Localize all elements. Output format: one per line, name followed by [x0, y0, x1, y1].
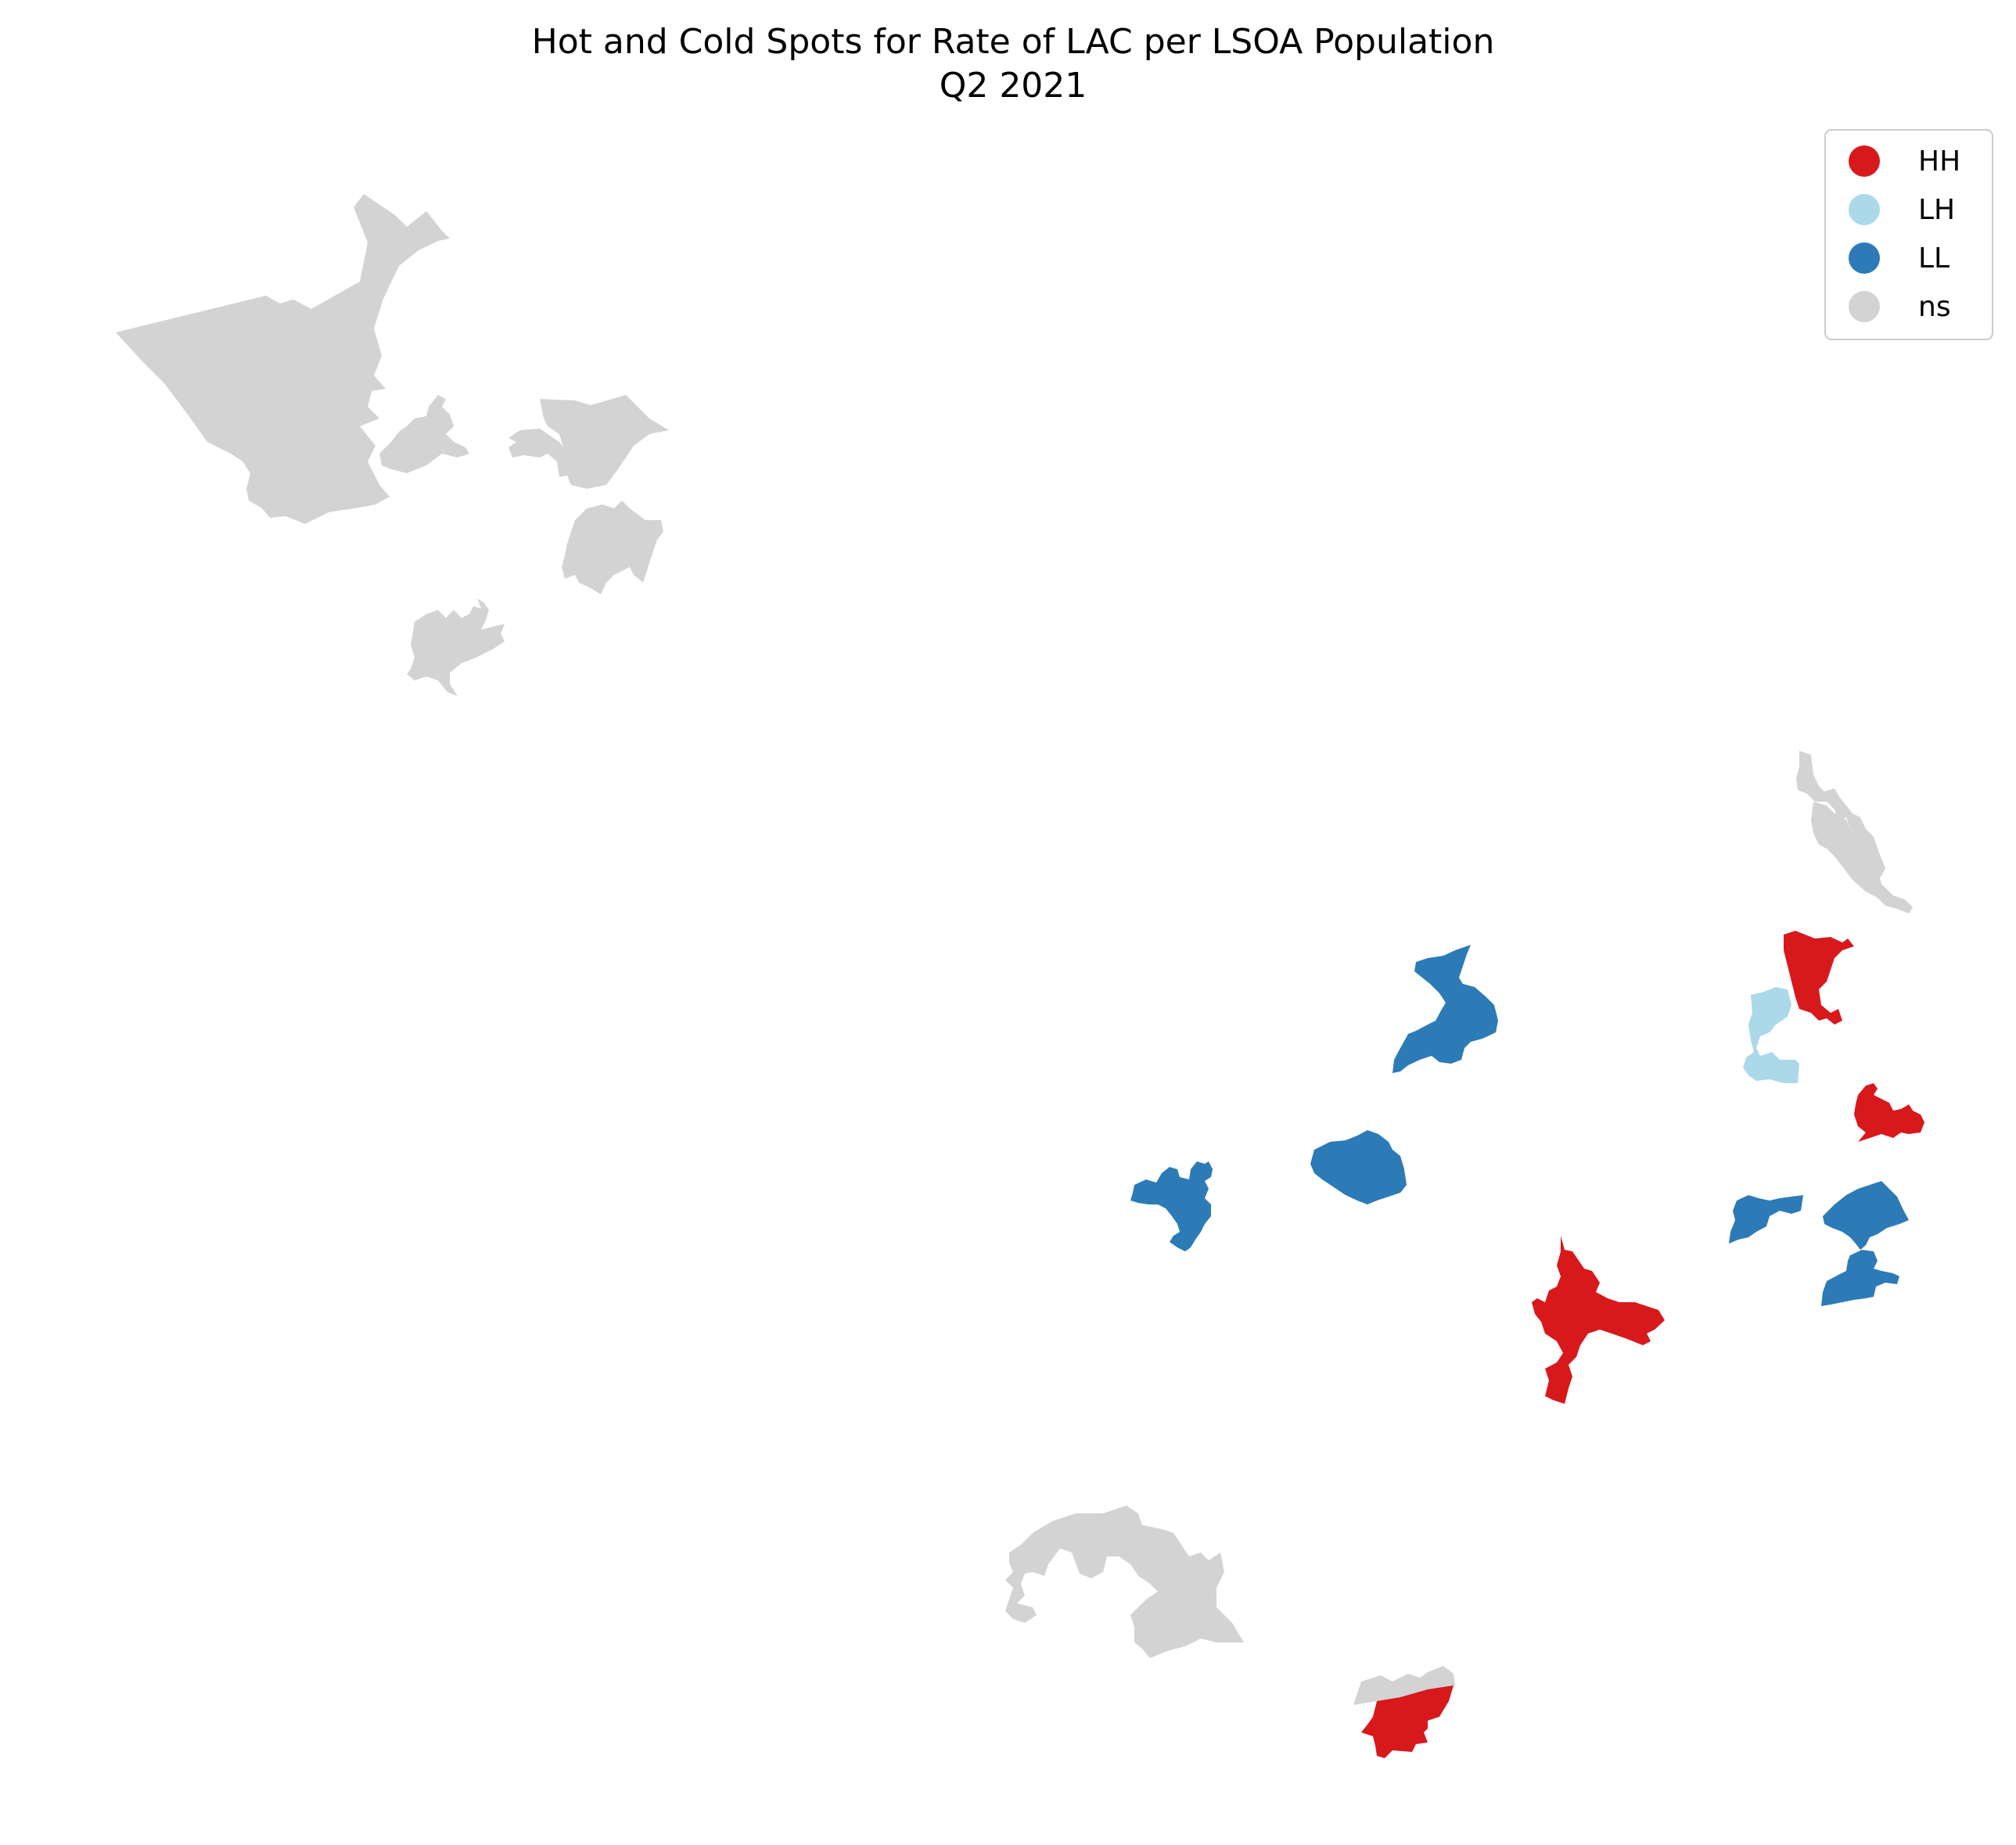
regions-ns — [116, 194, 1913, 1705]
legend-box — [1824, 129, 1993, 340]
region-ll-west — [1130, 1161, 1213, 1251]
legend-item-lh: LH — [1849, 194, 1955, 226]
legend-marker-ll — [1849, 242, 1880, 274]
region-ll-north-center — [1393, 945, 1498, 1073]
region-ll-east-small — [1729, 1195, 1803, 1244]
region-hh-east — [1854, 1083, 1924, 1142]
region-ns-south-small — [1353, 1666, 1455, 1705]
region-hh-northeast — [1784, 931, 1854, 1025]
region-ns-northwest-large — [116, 194, 450, 524]
regions-ll — [1130, 945, 1909, 1306]
legend-label-ns: ns — [1918, 291, 1951, 323]
legend-label-hh: HH — [1918, 145, 1960, 178]
region-ns-north-center-lower — [562, 501, 663, 594]
map-subtitle: Q2 2021 — [940, 66, 1087, 106]
region-hh-south — [1361, 1685, 1454, 1758]
map-title: Hot and Cold Spots for Rate of LAC per L… — [532, 22, 1495, 62]
region-ll-east-large-bottom — [1821, 1250, 1899, 1306]
legend-item-ns: ns — [1849, 291, 1951, 323]
legend-item-hh: HH — [1849, 145, 1960, 178]
legend-label-lh: LH — [1918, 194, 1955, 226]
region-ns-east-bottom — [1811, 802, 1913, 914]
regions-hh — [1361, 931, 1924, 1758]
region-hh-center — [1532, 1236, 1665, 1404]
legend-marker-lh — [1849, 194, 1880, 225]
region-ns-west-small — [407, 598, 505, 696]
legend-item-ll: LL — [1849, 242, 1950, 275]
legend-marker-ns — [1849, 291, 1880, 322]
region-lh-east — [1743, 987, 1799, 1083]
legend: HH LH LL ns — [1824, 129, 1993, 340]
region-ns-north-center — [508, 395, 669, 489]
legend-marker-hh — [1849, 145, 1880, 177]
legend-label-ll: LL — [1918, 242, 1950, 275]
region-ll-center — [1310, 1130, 1407, 1204]
region-ns-south-large — [1005, 1506, 1244, 1658]
regions-lh — [1743, 987, 1799, 1083]
region-ns-northwest-small-1 — [379, 395, 469, 473]
region-ll-east-large-top — [1823, 1181, 1909, 1250]
